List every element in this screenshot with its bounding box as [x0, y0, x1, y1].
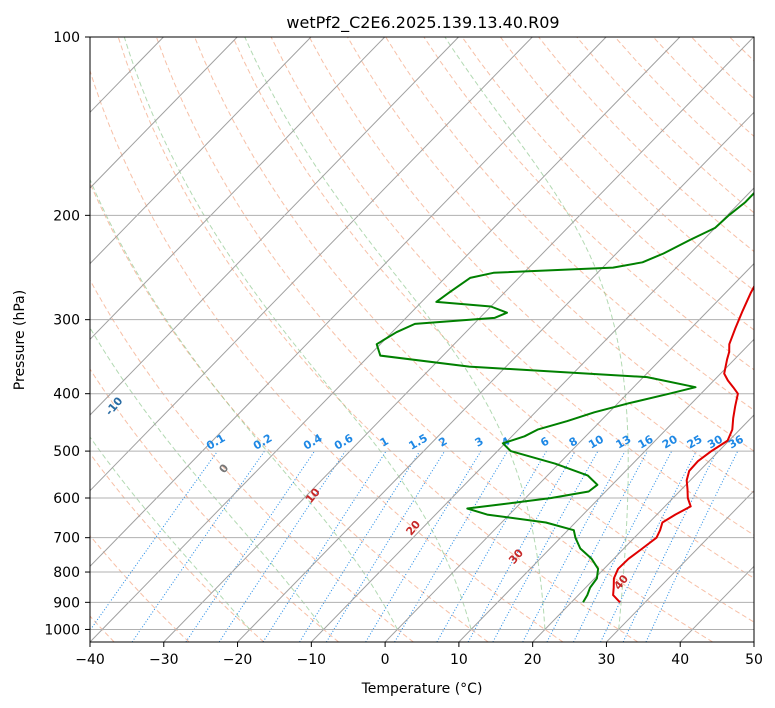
y-tick-label: 300: [53, 313, 80, 329]
x-tick-label: −40: [75, 652, 105, 668]
x-tick-label: 40: [671, 652, 689, 668]
dry-adiabat: [90, 452, 265, 642]
mixing-ratio-line: [600, 450, 697, 642]
grid: [90, 37, 754, 642]
isotherm-line: [90, 37, 238, 189]
chart-title: wetPf2_C2E6.2025.139.13.40.R09: [286, 13, 559, 33]
x-axis-label: Temperature (°C): [361, 681, 483, 697]
sounding-series: [375, 191, 754, 603]
mixing-ratio-line: [90, 450, 219, 632]
x-tick-label: 50: [745, 652, 763, 668]
temperature-line: [612, 284, 754, 603]
mixing-ratio-label: 16: [636, 432, 656, 451]
dry-adiabat: [423, 37, 754, 371]
isotherm-line: [90, 37, 386, 341]
y-tick-label: 200: [53, 208, 80, 224]
y-tick-label: 400: [53, 387, 80, 403]
moist-adiabat: [244, 37, 546, 630]
mixing-ratio-line: [185, 450, 316, 642]
dry-adiabat: [232, 37, 754, 579]
moist-adiabat: [123, 37, 472, 630]
dry-adiabat: [308, 37, 754, 494]
mixing-ratio-label: 25: [685, 433, 705, 452]
x-tick-label: −30: [149, 652, 179, 668]
isotherm-line: [384, 262, 754, 642]
x-tick-label: 0: [381, 652, 390, 668]
x-tick-label: −20: [223, 652, 253, 668]
y-axis-label: Pressure (hPa): [12, 290, 28, 390]
dry-adiabat: [768, 37, 775, 642]
dry-adiabat: [90, 368, 339, 642]
dry-adiabat-label: 20: [403, 518, 423, 538]
isotherm-line: [753, 641, 754, 642]
isotherm-line: [532, 414, 754, 642]
axis-ticks: −40 −30 −20 −10 0 10 20 30 40 5010020030040050060…: [44, 30, 763, 668]
isotherm-line: [606, 489, 754, 642]
isotherm-line: [237, 111, 754, 642]
mixing-ratio-line: [131, 450, 265, 642]
isotherm-line: [90, 37, 533, 492]
dry-adiabat: [385, 37, 754, 411]
background-lines: [90, 37, 775, 642]
mixing-ratio-line: [262, 450, 387, 642]
dry-adiabat: [691, 37, 754, 100]
mixing-ratio-line: [218, 450, 346, 642]
moist-adiabat: [90, 178, 398, 630]
dry-adiabat-label: 30: [506, 546, 526, 566]
moist-adiabat: [444, 37, 629, 630]
isotherm-line: [90, 37, 459, 416]
mixing-ratio-line: [645, 450, 739, 642]
mixing-ratio-label: 3: [473, 435, 486, 450]
isopleth-labels: 0.10.20.40.611.52346810131620253036-100-…: [31, 372, 746, 592]
mixing-ratio-label: 8: [567, 435, 580, 450]
x-tick-label: 10: [450, 652, 468, 668]
isotherm-line: [163, 37, 754, 642]
x-tick-label: 30: [598, 652, 616, 668]
dry-adiabat-label: -20: [31, 372, 54, 396]
mixing-ratio-line: [299, 450, 421, 642]
mixing-ratio-line: [436, 450, 547, 642]
dewpoint-line: [375, 191, 754, 603]
dry-adiabat: [90, 181, 489, 642]
plot-frame: [89, 36, 755, 643]
y-tick-label: 100: [53, 30, 80, 46]
dry-adiabat: [270, 37, 754, 536]
y-tick-label: 500: [53, 444, 80, 460]
isotherm-line: [90, 37, 607, 568]
mixing-ratio-label: 0.4: [301, 431, 325, 452]
isotherm-line: [310, 187, 754, 642]
y-tick-label: 700: [53, 531, 80, 547]
mixing-ratio-line: [546, 450, 648, 642]
dry-adiabat: [155, 37, 713, 642]
dry-adiabat: [90, 69, 564, 642]
mixing-ratio-label: 1.5: [406, 432, 429, 453]
dry-adiabat: [347, 37, 754, 452]
dry-adiabat: [90, 278, 414, 642]
y-tick-label: 800: [53, 565, 80, 581]
mixing-ratio-label: 20: [660, 432, 680, 451]
mixing-ratio-label: 1: [378, 435, 391, 450]
y-tick-label: 600: [53, 491, 80, 507]
mixing-ratio-line: [394, 450, 509, 642]
mixing-ratio-line: [492, 450, 599, 642]
x-tick-label: 20: [524, 652, 542, 668]
y-tick-label: 900: [53, 595, 80, 611]
moist-adiabat: [90, 436, 251, 630]
dry-adiabat: [194, 37, 754, 623]
mixing-ratio-line: [467, 450, 576, 642]
moist-adiabat: [90, 326, 324, 630]
dry-adiabat: [500, 37, 754, 292]
dry-adiabat: [729, 37, 754, 62]
mixing-ratio-label: 6: [538, 434, 551, 449]
mixing-ratio-line: [325, 450, 446, 642]
dry-adiabat: [90, 534, 190, 642]
mixing-ratio-label: 10: [586, 432, 606, 451]
mixing-ratio-line: [573, 450, 673, 642]
mixing-ratio-line: [365, 450, 482, 642]
y-tick-label: 1000: [44, 622, 80, 638]
isotherm-line: [90, 37, 312, 265]
x-tick-label: −10: [297, 652, 327, 668]
dry-adiabat: [117, 37, 639, 642]
